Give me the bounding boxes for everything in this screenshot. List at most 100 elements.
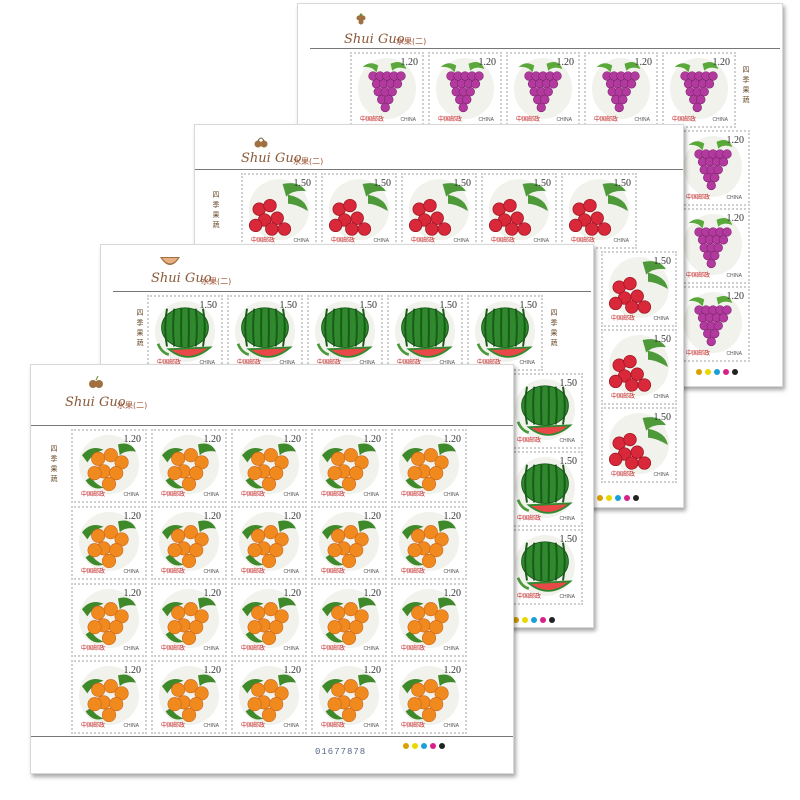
sheet-title-cn: 水果(二) <box>396 37 427 46</box>
side-text: 四季果蔬 <box>742 66 750 106</box>
apricot-illustration <box>82 443 136 492</box>
country-cn: 中国邮政 <box>477 359 502 366</box>
country-en: CHINA <box>533 238 549 244</box>
country-en: CHINA <box>712 117 728 123</box>
face-value: 1.20 <box>203 665 222 676</box>
country-en: CHINA <box>359 360 375 366</box>
lychee-illustration <box>328 183 388 236</box>
face-value: 1.20 <box>363 665 382 676</box>
lychee-illustration <box>568 183 628 236</box>
sheet-serial-number: 01677878 <box>315 747 367 757</box>
face-value: 1.20 <box>726 213 745 224</box>
country-cn: 中国邮政 <box>401 491 426 498</box>
country-en: CHINA <box>519 360 535 366</box>
country-en: CHINA <box>653 316 669 322</box>
face-value: 1.50 <box>373 178 392 189</box>
stamp-apricot: 1.20 中国邮政 CHINA <box>391 660 467 734</box>
country-en: CHINA <box>653 472 669 478</box>
stamp-grape: 1.20 中国邮政 CHINA <box>506 52 580 128</box>
stamp-lychee: 1.50 中国邮政 CHINA <box>401 173 477 249</box>
face-value: 1.50 <box>279 300 298 311</box>
lychee-illustration <box>608 339 668 392</box>
color-control-dots <box>597 495 639 501</box>
country-en: CHINA <box>293 238 309 244</box>
stamp-apricot: 1.20 中国邮政 CHINA <box>151 506 227 580</box>
face-value: 1.20 <box>634 57 653 68</box>
stamp-apricot: 1.20 中国邮政 CHINA <box>71 660 147 734</box>
country-cn: 中国邮政 <box>241 645 266 652</box>
country-en: CHINA <box>634 117 650 123</box>
country-cn: 中国邮政 <box>611 315 636 322</box>
country-cn: 中国邮政 <box>672 116 697 123</box>
apricot-illustration <box>162 520 216 569</box>
apricot-illustration <box>242 597 296 646</box>
stamp-apricot: 1.20 中国邮政 CHINA <box>151 429 227 503</box>
face-value: 1.20 <box>443 588 462 599</box>
country-cn: 中国邮政 <box>161 722 186 729</box>
stamp-apricot: 1.20 中国邮政 CHINA <box>391 429 467 503</box>
country-cn: 中国邮政 <box>611 393 636 400</box>
face-value: 1.20 <box>363 511 382 522</box>
country-en: CHINA <box>439 360 455 366</box>
country-cn: 中国邮政 <box>594 116 619 123</box>
country-en: CHINA <box>726 273 742 279</box>
sheet-title-script: Shui Guo <box>151 271 212 286</box>
watermelon-illustration <box>476 307 533 358</box>
stamp-watermelon: 1.50 中国邮政 CHINA <box>147 295 223 371</box>
stamp-apricot: 1.20 中国邮政 CHINA <box>231 429 307 503</box>
country-cn: 中国邮政 <box>237 359 262 366</box>
face-value: 1.20 <box>283 665 302 676</box>
lychee-illustration <box>408 183 468 236</box>
country-cn: 中国邮政 <box>360 116 385 123</box>
country-en: CHINA <box>199 360 215 366</box>
country-en: CHINA <box>283 646 299 652</box>
apricot-illustration <box>402 520 456 569</box>
country-cn: 中国邮政 <box>517 437 542 444</box>
grape-logo-icon <box>356 13 366 25</box>
face-value: 1.20 <box>400 57 419 68</box>
stamp-watermelon: 1.50 中国邮政 CHINA <box>507 451 583 527</box>
stamp-grape: 1.20 中国邮政 CHINA <box>350 52 424 128</box>
face-value: 1.50 <box>533 178 552 189</box>
stamp-watermelon: 1.50 中国邮政 CHINA <box>507 529 583 605</box>
country-en: CHINA <box>203 646 219 652</box>
face-value: 1.20 <box>203 434 222 445</box>
stamp-grape: 1.20 中国邮政 CHINA <box>428 52 502 128</box>
country-en: CHINA <box>123 646 139 652</box>
grape-illustration <box>688 296 733 347</box>
country-cn: 中国邮政 <box>321 645 346 652</box>
grape-illustration <box>688 140 733 191</box>
side-text-right: 四季果蔬 <box>550 309 558 349</box>
country-en: CHINA <box>613 238 629 244</box>
face-value: 1.20 <box>123 588 142 599</box>
grape-illustration <box>688 218 733 269</box>
watermelon-illustration <box>516 463 573 514</box>
stamp-lychee: 1.50 中国邮政 CHINA <box>321 173 397 249</box>
country-en: CHINA <box>653 394 669 400</box>
face-value: 1.20 <box>283 588 302 599</box>
sheet-title-script: Shui Guo <box>344 32 405 47</box>
country-cn: 中国邮政 <box>516 116 541 123</box>
country-cn: 中国邮政 <box>81 722 106 729</box>
country-en: CHINA <box>443 569 459 575</box>
face-value: 1.20 <box>203 511 222 522</box>
country-cn: 中国邮政 <box>517 593 542 600</box>
side-text: 四季果蔬 <box>136 309 144 349</box>
country-en: CHINA <box>373 238 389 244</box>
country-cn: 中国邮政 <box>321 491 346 498</box>
apricot-illustration <box>82 674 136 723</box>
color-control-dots <box>696 369 738 375</box>
side-text: 四季果蔬 <box>212 191 220 231</box>
face-value: 1.20 <box>478 57 497 68</box>
stamp-sheet-apricot: Shui Guo 水果(二) 四季果蔬 01677878 1.20 中国邮政 CHI… <box>30 364 514 774</box>
stamp-apricot: 1.20 中国邮政 CHINA <box>311 660 387 734</box>
face-value: 1.20 <box>443 511 462 522</box>
country-cn: 中国邮政 <box>517 515 542 522</box>
face-value: 1.50 <box>293 178 312 189</box>
country-cn: 中国邮政 <box>686 272 711 279</box>
face-value: 1.20 <box>556 57 575 68</box>
face-value: 1.20 <box>712 57 731 68</box>
stamp-apricot: 1.20 中国邮政 CHINA <box>391 506 467 580</box>
apricot-illustration <box>242 674 296 723</box>
color-control-dots <box>403 743 445 749</box>
